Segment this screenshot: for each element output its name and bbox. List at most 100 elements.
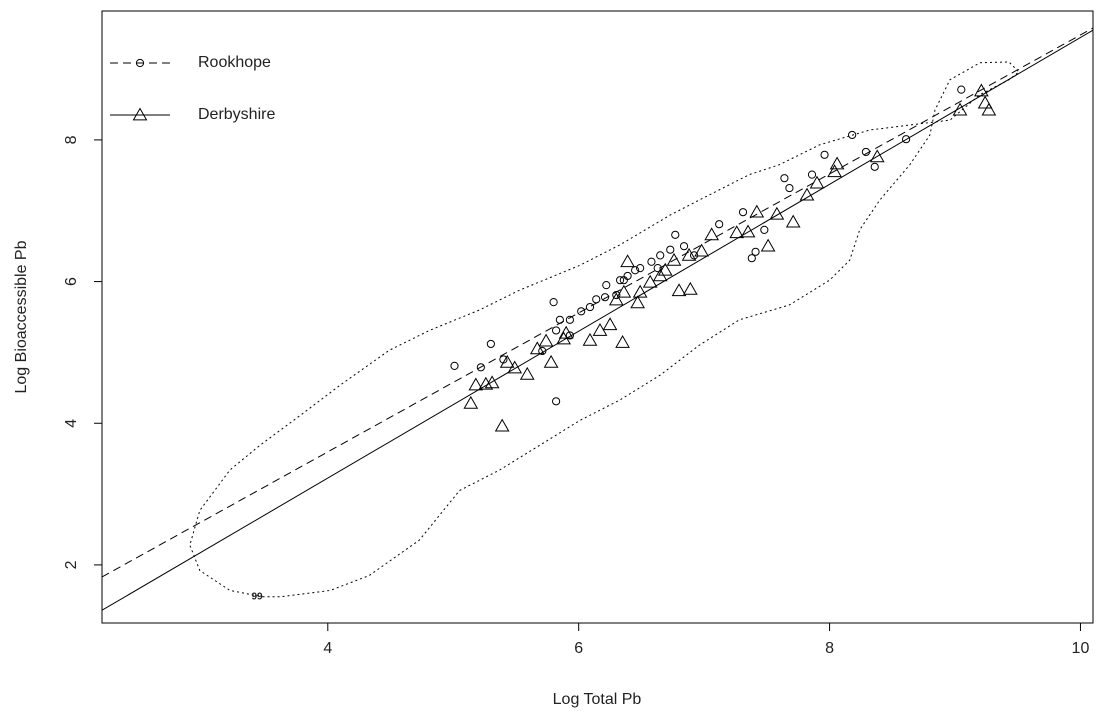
triangle-point (608, 292, 624, 306)
circle-point (751, 247, 760, 256)
triangle-point (499, 354, 515, 368)
triangle-point (760, 238, 776, 252)
triangle-point (973, 83, 989, 97)
circle-point (656, 251, 665, 260)
triangle-point (682, 281, 698, 295)
circle-point (780, 174, 789, 183)
legend-label: Derbyshire (198, 106, 275, 123)
triangle-point (620, 254, 635, 268)
circle-point (636, 264, 645, 273)
circle-point (653, 264, 662, 273)
triangle-point (769, 206, 785, 220)
circle-point (552, 397, 561, 406)
x-tick-label: 8 (825, 640, 834, 657)
triangle-point (952, 102, 968, 116)
triangle-point (749, 204, 765, 218)
circle-point (647, 257, 656, 266)
triangle-point (642, 274, 658, 288)
circle-point (486, 339, 495, 349)
circle-point (549, 298, 558, 307)
circle-point (577, 307, 586, 316)
triangle-point (632, 284, 648, 298)
circle-point (600, 293, 610, 302)
circle-point (565, 315, 575, 324)
circle-point (679, 242, 689, 251)
circle-point (552, 326, 561, 335)
triangle-point (463, 395, 479, 409)
triangle-point (519, 366, 535, 380)
circle-point (623, 271, 632, 281)
triangle-point (478, 376, 494, 390)
circle-point (450, 361, 459, 370)
circle-point (565, 331, 575, 340)
circle-point (592, 295, 601, 304)
triangle-point (582, 332, 598, 346)
triangle-point (630, 295, 646, 309)
circle-point (689, 251, 699, 260)
circle-point (760, 225, 769, 234)
fit-line (102, 29, 1093, 611)
triangle-point (977, 95, 993, 109)
triangle-point (740, 224, 756, 238)
triangle-point (529, 341, 545, 355)
circle-point (585, 302, 595, 312)
y-tick-label: 6 (63, 277, 80, 286)
triangle-point (729, 225, 745, 239)
contour-label: 99 (251, 591, 263, 602)
triangle-point (602, 317, 618, 331)
circle-point (785, 183, 794, 193)
circle-point (671, 230, 680, 239)
triangle-point (671, 283, 687, 297)
circle-point (615, 276, 625, 285)
y-tick-label: 2 (63, 560, 80, 569)
circle-point (631, 266, 640, 275)
legend-marker (135, 58, 145, 68)
triangle-point (615, 334, 630, 348)
circle-point (612, 290, 621, 300)
circle-point (555, 315, 564, 324)
triangle-point (543, 354, 559, 368)
y-tick-label: 4 (63, 419, 80, 428)
contour-line (189, 61, 1020, 598)
circle-point (901, 135, 911, 144)
circle-point (848, 130, 857, 140)
triangle-point (494, 418, 510, 432)
triangle-point (799, 187, 815, 201)
triangle-point (681, 247, 697, 261)
x-tick-label: 10 (1072, 640, 1090, 657)
triangle-point (829, 156, 845, 170)
circle-point (747, 254, 756, 263)
x-tick-label: 4 (323, 640, 332, 657)
circle-point (820, 150, 829, 159)
triangle-point (827, 164, 842, 178)
triangle-point (507, 360, 523, 374)
triangle-point (538, 333, 554, 347)
circle-point (666, 245, 675, 254)
triangle-point (704, 227, 720, 241)
circle-point (715, 220, 724, 229)
triangle-point (657, 262, 673, 276)
triangle-point (666, 252, 682, 266)
circle-point (476, 363, 485, 372)
circle-point (957, 85, 966, 94)
triangle-point (869, 149, 885, 163)
legend-marker (132, 107, 148, 121)
circle-point (807, 170, 817, 179)
y-tick-label: 8 (63, 135, 80, 144)
x-tick-label: 6 (574, 640, 583, 657)
circle-point (602, 281, 611, 290)
plot-frame (101, 10, 1094, 624)
triangle-point (558, 325, 574, 339)
triangle-point (785, 214, 801, 228)
circle-point (538, 346, 547, 356)
x-axis-label: Log Total Pb (553, 691, 642, 708)
circle-point (738, 208, 748, 217)
circle-point (870, 162, 879, 171)
triangle-point (809, 175, 825, 189)
circle-point (861, 147, 871, 157)
triangle-point (484, 375, 500, 389)
triangle-point (981, 102, 997, 116)
triangle-point (468, 377, 484, 391)
